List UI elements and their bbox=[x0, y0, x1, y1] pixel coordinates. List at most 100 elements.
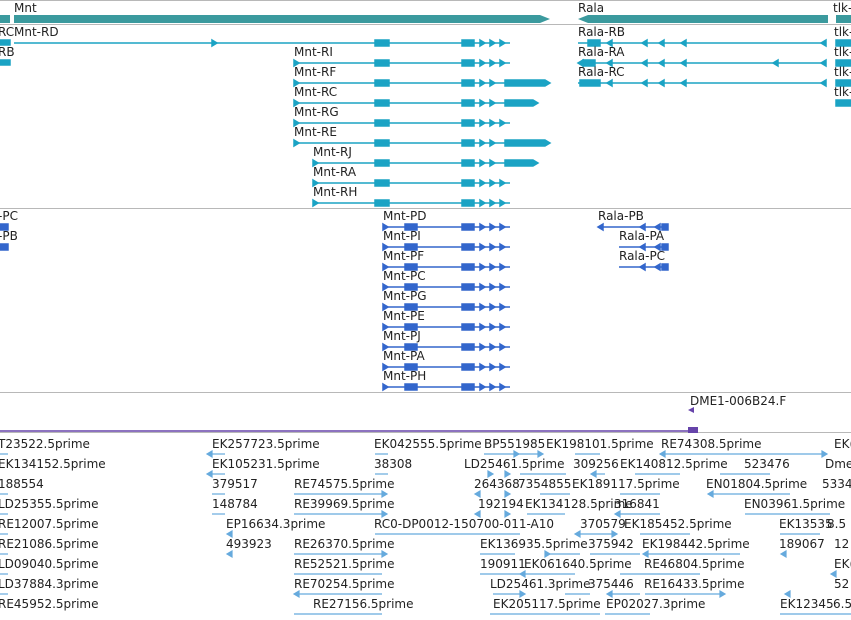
est-label[interactable]: EN01804.5prime bbox=[706, 477, 808, 491]
transcript-mnt-rj[interactable] bbox=[312, 158, 540, 168]
transcript-label-mnt-ra[interactable]: Mnt-RA bbox=[313, 165, 357, 179]
transcript-label-mnt-rj[interactable]: Mnt-RJ bbox=[313, 145, 352, 159]
transcript-label-rb-left[interactable]: RB bbox=[0, 45, 15, 59]
est-label[interactable]: RC0-DP0012-150700-011-A10 bbox=[374, 517, 555, 531]
transcript-label-rc-left[interactable]: RC bbox=[0, 25, 15, 39]
est-label[interactable]: 7354855 bbox=[518, 477, 572, 491]
est-label[interactable]: RE74575.5prime bbox=[294, 477, 395, 491]
protein-mnt-pe[interactable] bbox=[382, 322, 510, 332]
transcript-rala-ra[interactable] bbox=[576, 58, 827, 68]
est-label[interactable]: 148784 bbox=[212, 497, 258, 511]
est-label[interactable]: EP16634.3prime bbox=[226, 517, 326, 531]
est-label[interactable]: EK257723.5prime bbox=[212, 437, 320, 451]
protein-mnt-pa[interactable] bbox=[382, 362, 510, 372]
protein-rala-pc[interactable] bbox=[619, 262, 669, 272]
protein-label-mnt-pj[interactable]: Mnt-PJ bbox=[383, 329, 421, 343]
protein-mnt-pg[interactable] bbox=[382, 302, 510, 312]
est-label[interactable]: Dme bbox=[825, 457, 851, 471]
protein-mnt-pf[interactable] bbox=[382, 262, 510, 272]
est-glyphs[interactable] bbox=[0, 449, 851, 615]
transcript-tlk-1[interactable] bbox=[835, 39, 851, 47]
est-label[interactable]: 190911 bbox=[480, 557, 526, 571]
transcript-label-mnt-rg[interactable]: Mnt-RG bbox=[294, 105, 339, 119]
transcript-label-mnt-rc[interactable]: Mnt-RC bbox=[294, 85, 338, 99]
transcript-label-mnt-rh[interactable]: Mnt-RH bbox=[313, 185, 358, 199]
est-label[interactable]: 189067 bbox=[779, 537, 825, 551]
est-label[interactable]: RE12007.5prime bbox=[0, 517, 99, 531]
est-label[interactable]: EK105231.5prime bbox=[212, 457, 320, 471]
transcript-rala-rb[interactable] bbox=[578, 38, 827, 48]
transcript-mnt-ra[interactable] bbox=[312, 178, 510, 188]
est-label[interactable]: 52 bbox=[834, 577, 850, 591]
est-label[interactable]: 523476 bbox=[744, 457, 790, 471]
est-label[interactable]: 38308 bbox=[374, 457, 413, 471]
protein-pb-left[interactable] bbox=[0, 243, 9, 251]
transcript-label-tlk-2[interactable]: tlk- bbox=[834, 45, 851, 59]
transcript-mnt-rg[interactable] bbox=[293, 118, 510, 128]
est-label[interactable]: 316841 bbox=[614, 497, 660, 511]
protein-label-mnt-pg[interactable]: Mnt-PG bbox=[383, 289, 427, 303]
protein-label-mnt-pd[interactable]: Mnt-PD bbox=[383, 209, 427, 223]
est-label[interactable]: EK189117.5prime bbox=[572, 477, 680, 491]
protein-label-rala-pc[interactable]: Rala-PC bbox=[619, 249, 666, 263]
est-label[interactable]: EK198101.5prime bbox=[546, 437, 654, 451]
transcript-tlk-2[interactable] bbox=[835, 59, 851, 67]
transcript-mnt-rh[interactable] bbox=[312, 198, 510, 208]
est-label[interactable]: EK205117.5prime bbox=[493, 597, 601, 611]
clone-label[interactable]: DME1-006B24.F bbox=[690, 394, 787, 408]
protein-label-mnt-pe[interactable]: Mnt-PE bbox=[383, 309, 425, 323]
est-label[interactable]: EK140812.5prime bbox=[620, 457, 728, 471]
protein-label-rala-pa[interactable]: Rala-PA bbox=[619, 229, 665, 243]
est-label[interactable]: LD37884.3prime bbox=[0, 577, 99, 591]
est-label[interactable]: 6.5prime bbox=[833, 597, 851, 611]
est-label[interactable]: 8.5 bbox=[827, 517, 847, 531]
protein-rala-pb[interactable] bbox=[596, 222, 669, 232]
est-label[interactable]: EK136935.5prime bbox=[480, 537, 588, 551]
transcript-label-rala-ra[interactable]: Rala-RA bbox=[578, 45, 625, 59]
transcript-mnt-rd[interactable] bbox=[14, 38, 510, 48]
protein-mnt-pi[interactable] bbox=[382, 242, 510, 252]
transcript-label-mnt-rd[interactable]: Mnt-RD bbox=[14, 25, 59, 39]
protein-mnt-pj[interactable] bbox=[382, 342, 510, 352]
transcript-rc-left[interactable] bbox=[0, 39, 11, 46]
est-label[interactable]: 264368 bbox=[474, 477, 520, 491]
est-label[interactable]: RE27156.5prime bbox=[313, 597, 414, 611]
transcript-tlk-3[interactable] bbox=[835, 79, 851, 87]
transcript-label-mnt-re[interactable]: Mnt-RE bbox=[294, 125, 337, 139]
est-label[interactable]: EK198442.5prime bbox=[642, 537, 750, 551]
transcript-label-tlk-1[interactable]: tlk- bbox=[834, 25, 851, 39]
est-label[interactable]: EK185452.5prime bbox=[624, 517, 732, 531]
gene-label-tlk[interactable]: tlk- bbox=[833, 1, 851, 15]
est-label[interactable]: 379517 bbox=[212, 477, 258, 491]
transcript-mnt-re[interactable] bbox=[293, 138, 552, 148]
transcript-mnt-rf[interactable] bbox=[293, 78, 552, 88]
protein-label-pc-left[interactable]: -PC bbox=[0, 209, 18, 223]
est-label[interactable]: EK12345 bbox=[780, 597, 834, 611]
gene-rala[interactable] bbox=[578, 15, 828, 23]
est-label[interactable]: RE70254.5prime bbox=[294, 577, 395, 591]
protein-label-pb-left[interactable]: -PB bbox=[0, 229, 18, 243]
protein-label-mnt-pc[interactable]: Mnt-PC bbox=[383, 269, 426, 283]
est-label[interactable]: 12 bbox=[834, 537, 850, 551]
est-label[interactable]: RE39969.5prime bbox=[294, 497, 395, 511]
est-label[interactable]: EK13535 bbox=[779, 517, 833, 531]
est-label[interactable]: EK061640.5prime bbox=[524, 557, 632, 571]
protein-label-mnt-pi[interactable]: Mnt-PI bbox=[383, 229, 421, 243]
est-label[interactable]: 370579 bbox=[580, 517, 626, 531]
transcript-rb-left[interactable] bbox=[0, 59, 11, 66]
est-label[interactable]: RE74308.5prime bbox=[661, 437, 762, 451]
gene-left-partial[interactable] bbox=[0, 15, 10, 23]
transcript-mnt-ri[interactable] bbox=[293, 58, 510, 68]
protein-mnt-pd[interactable] bbox=[382, 222, 510, 232]
est-label[interactable]: 375942 bbox=[588, 537, 634, 551]
est-label[interactable]: EK134152.5prime bbox=[0, 457, 106, 471]
clone-dme1-006b24-f[interactable] bbox=[0, 407, 698, 433]
est-label[interactable]: 309256 bbox=[573, 457, 619, 471]
est-label[interactable]: RE21086.5prime bbox=[0, 537, 99, 551]
est-label[interactable]: T23522.5prime bbox=[0, 437, 90, 451]
est-label[interactable]: LD25355.5prime bbox=[0, 497, 99, 511]
est-label[interactable]: EK134128.5prime bbox=[525, 497, 633, 511]
transcript-label-tlk-3[interactable]: tlk- bbox=[834, 65, 851, 79]
transcript-rala-rc[interactable] bbox=[578, 78, 827, 88]
transcript-label-mnt-rf[interactable]: Mnt-RF bbox=[294, 65, 337, 79]
